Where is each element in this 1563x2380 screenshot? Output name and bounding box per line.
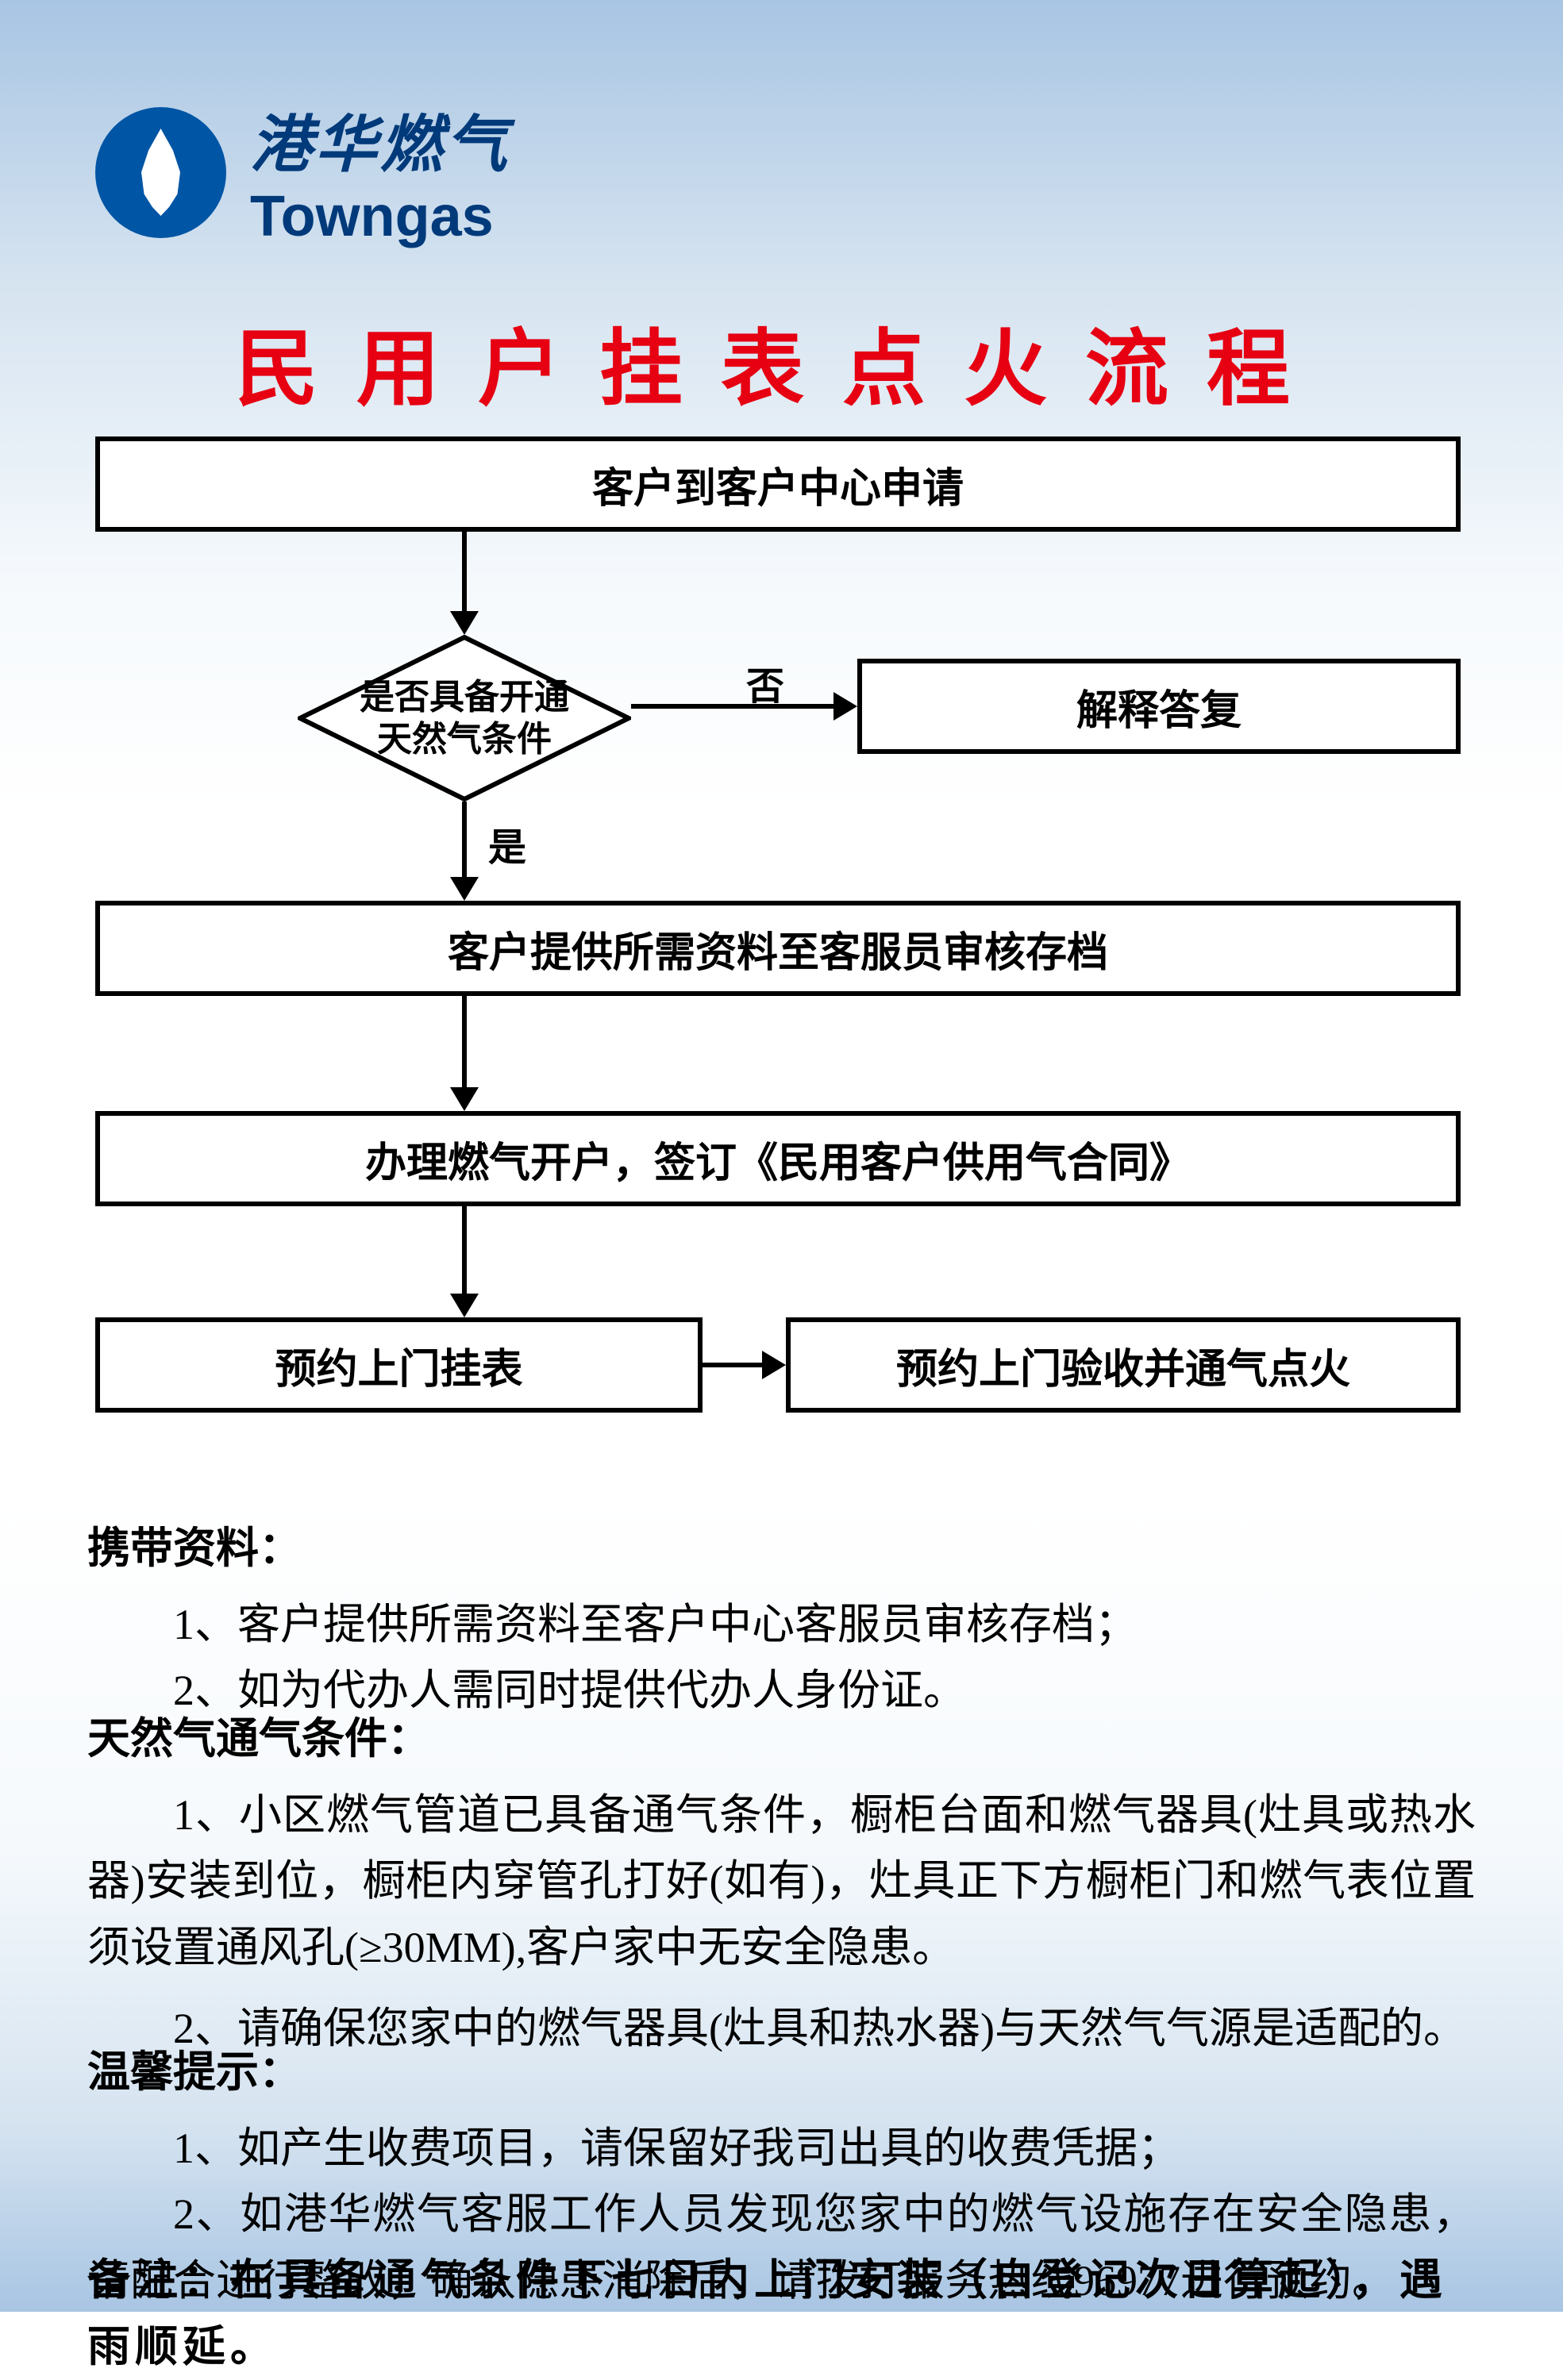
logo-en: Towngas [250,184,510,249]
flow-node-n7: 预约上门验收并通气点火 [786,1317,1461,1413]
page-title: 民用户挂表点火流程 [0,302,1563,422]
list-item: 1、如产生收费项目，请保留好我司出具的收费凭据； [87,2116,1476,2182]
section-heading: 温馨提示： [87,2040,1476,2106]
arrow-right-icon [833,692,857,721]
logo-area: 港华燃气 Towngas [95,95,510,249]
list-item: 1、客户提供所需资料至客户中心客服员审核存档； [87,1592,1476,1659]
arrow-down-icon [450,1087,479,1111]
flow-arrow [462,802,467,879]
flow-edge-label: 否 [746,655,784,710]
arrow-down-icon [450,611,479,635]
section-heading: 天然气通气条件： [87,1706,1476,1773]
flowchart: 客户到客户中心申请是否具备开通天然气条件 解释答复客户提供所需资料至客服员审核存档… [95,436,1468,1468]
flow-edge-label: 是 [488,816,526,871]
logo-cn: 港华燃气 [250,95,510,184]
flow-node-n3: 解释答复 [857,659,1461,754]
flow-arrow [631,704,835,709]
logo-text: 港华燃气 Towngas [250,95,510,249]
flow-node-n6: 预约上门挂表 [95,1317,703,1413]
arrow-down-icon [450,877,479,901]
flow-arrow [462,532,467,613]
arrow-down-icon [450,1294,479,1317]
flow-node-n1: 客户到客户中心申请 [95,436,1461,532]
page-background: 港华燃气 Towngas 民用户挂表点火流程 客户到客户中心申请是否具备开通天然… [0,0,1563,2312]
logo-flame-icon [95,107,226,238]
section-heading: 携带资料： [87,1516,1476,1582]
arrow-right-icon [762,1351,786,1379]
section-conditions: 天然气通气条件： 1、小区燃气管道已具备通气条件，橱柜台面和燃气器具(灶具或热水… [87,1690,1476,2062]
flow-node-n4: 客户提供所需资料至客服员审核存档 [95,901,1461,996]
flow-arrow [462,1206,467,1295]
paragraph: 1、小区燃气管道已具备通气条件，橱柜台面和燃气器具(灶具或热水器)安装到位，橱柜… [87,1782,1476,1982]
remark: 备注：在具备通气条件下七日内上门安装（自登记次日算起），遇雨顺延。 [87,2247,1476,2380]
flow-arrow [703,1363,764,1367]
flow-arrow [462,996,467,1089]
flow-node-n5: 办理燃气开户，签订《民用客户供用气合同》 [95,1111,1461,1206]
flow-node-label-n2: 是否具备开通天然气条件 [298,677,631,761]
